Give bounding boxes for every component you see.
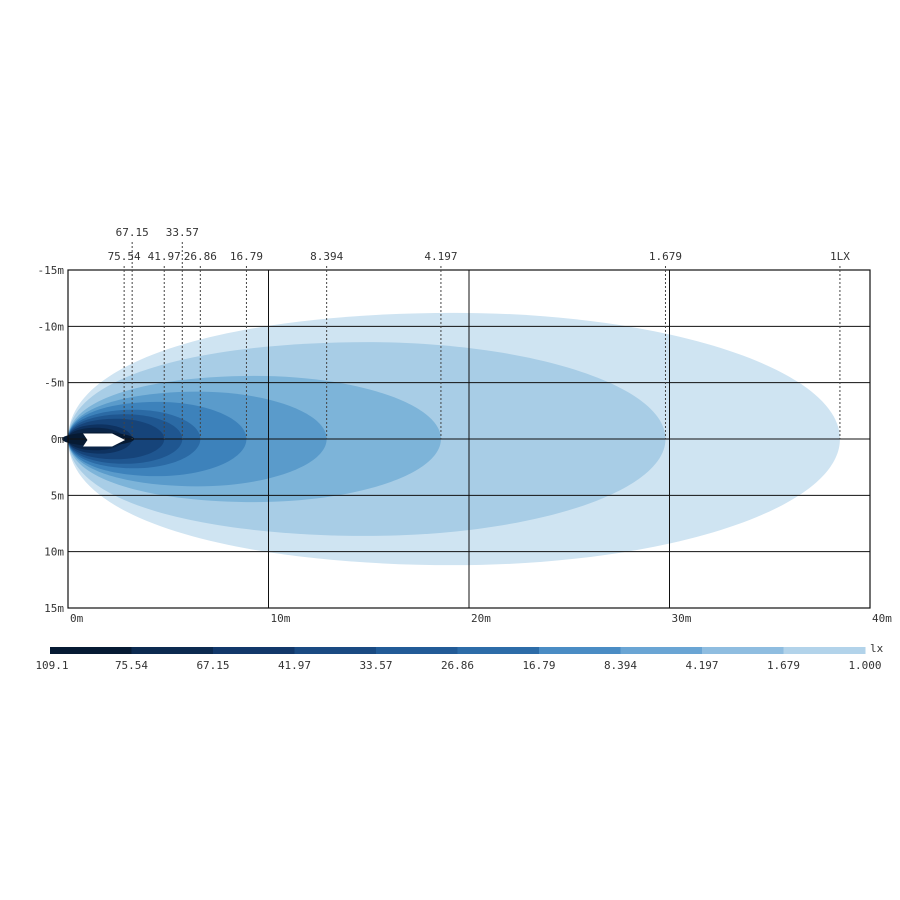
lux-legend: lx 109.1 75.54 67.15 41.97 33.57 26.86 16.79 8.3… [35, 642, 883, 672]
light-source-icon [83, 433, 126, 447]
y-tick-label: 5m [51, 489, 65, 502]
legend-label: 33.57 [359, 659, 392, 672]
legend-label: 67.15 [196, 659, 229, 672]
x-tick-label: 0m [70, 612, 84, 625]
marker-label-75-54: 75.54 [108, 250, 141, 263]
marker-label-41-97: 41.97 [148, 250, 181, 263]
grid [67, 269, 871, 609]
legend-swatch [131, 647, 214, 654]
isolux-markers: 1LX 1.679 4.197 8.394 16.79 26.86 33.57 41.97 67… [108, 226, 850, 439]
legend-swatch [620, 647, 703, 654]
legend-swatch [50, 647, 132, 654]
legend-label: 26.86 [441, 659, 474, 672]
legend-label: 75.54 [115, 659, 148, 672]
legend-swatch [702, 647, 784, 654]
legend-swatch [539, 647, 621, 654]
axes: 0m 10m 20m 30m 40m -15m -10m -5m 0m 5m 10m 15m [38, 264, 893, 625]
marker-label-26-86: 26.86 [184, 250, 217, 263]
marker-label-4-197: 4.197 [424, 250, 457, 263]
x-tick-label: 40m [872, 612, 892, 625]
marker-label-67-15: 67.15 [116, 226, 149, 239]
marker-label-16-79: 16.79 [230, 250, 263, 263]
y-tick-label: -5m [44, 377, 64, 390]
y-tick-label: 10m [44, 546, 64, 559]
legend-label: 1.000 [848, 659, 881, 672]
legend-label: 109.1 [35, 659, 68, 672]
y-tick-label: -15m [38, 264, 65, 277]
legend-label: 41.97 [278, 659, 311, 672]
marker-label-33-57: 33.57 [166, 226, 199, 239]
legend-unit: lx [870, 642, 884, 655]
marker-label-8-394: 8.394 [310, 250, 343, 263]
legend-swatch [294, 647, 377, 654]
legend-swatch [213, 647, 295, 654]
legend-swatch [457, 647, 540, 654]
y-tick-label: 15m [44, 602, 64, 615]
marker-label-1-679: 1.679 [649, 250, 682, 263]
y-tick-label: -10m [38, 320, 65, 333]
legend-label: 1.679 [767, 659, 800, 672]
legend-label: 4.197 [685, 659, 718, 672]
x-tick-label: 20m [471, 612, 491, 625]
x-tick-label: 30m [672, 612, 692, 625]
marker-label-1-000: 1LX [830, 250, 850, 263]
legend-label: 16.79 [522, 659, 555, 672]
legend-swatch [783, 647, 866, 654]
legend-swatch [376, 647, 458, 654]
legend-label: 8.394 [604, 659, 637, 672]
y-tick-label: 0m [51, 433, 65, 446]
x-tick-label: 10m [271, 612, 291, 625]
